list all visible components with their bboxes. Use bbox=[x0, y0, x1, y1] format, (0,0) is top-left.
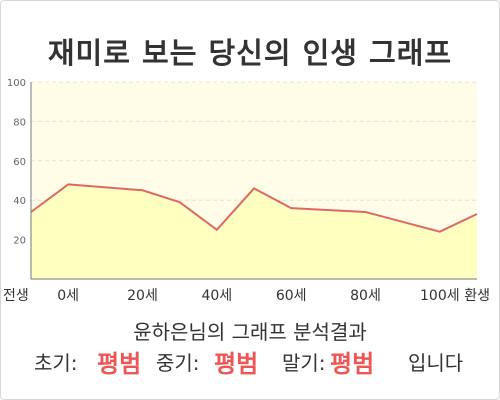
y-tick-label: 20 bbox=[13, 236, 26, 247]
early-label: 초기: bbox=[34, 351, 78, 375]
late-value: 평범 bbox=[330, 350, 375, 378]
page-title: 재미로 보는 당신의 인생 그래프 bbox=[47, 36, 453, 70]
x-tick-label: 환생 bbox=[464, 288, 490, 304]
x-tick-label: 80세 bbox=[350, 288, 381, 304]
x-tick-label: 60세 bbox=[276, 288, 307, 304]
life-line bbox=[30, 183, 478, 233]
x-tick-label: 0세 bbox=[57, 288, 79, 304]
life-graph-chart: 20 40 60 80 100 전생 0세 20세 40세 60세 80세 100세 환생 bbox=[3, 78, 490, 304]
x-tick-label: 20세 bbox=[127, 288, 158, 304]
axes bbox=[30, 82, 477, 280]
middle-label: 중기: bbox=[156, 351, 200, 375]
x-tick-label: 100세 bbox=[420, 288, 460, 304]
x-tick-labels: 전생 0세 20세 40세 60세 80세 100세 환생 bbox=[3, 288, 490, 304]
result-suffix: 입니다 bbox=[408, 351, 464, 375]
x-tick-label: 40세 bbox=[201, 288, 232, 304]
life-area bbox=[31, 184, 477, 279]
middle-value: 평범 bbox=[214, 350, 259, 378]
y-tick-label: 100 bbox=[7, 78, 26, 89]
analysis-headline: 윤하은님의 그래프 분석결과 bbox=[133, 320, 367, 344]
late-label: 말기: bbox=[282, 351, 326, 375]
x-tick-label: 전생 bbox=[3, 288, 29, 304]
y-tick-label: 60 bbox=[13, 157, 26, 168]
early-value: 평범 bbox=[97, 350, 142, 378]
y-tick-label: 40 bbox=[13, 196, 26, 207]
y-tick-labels: 20 40 60 80 100 bbox=[7, 78, 26, 247]
y-tick-label: 80 bbox=[13, 117, 26, 128]
